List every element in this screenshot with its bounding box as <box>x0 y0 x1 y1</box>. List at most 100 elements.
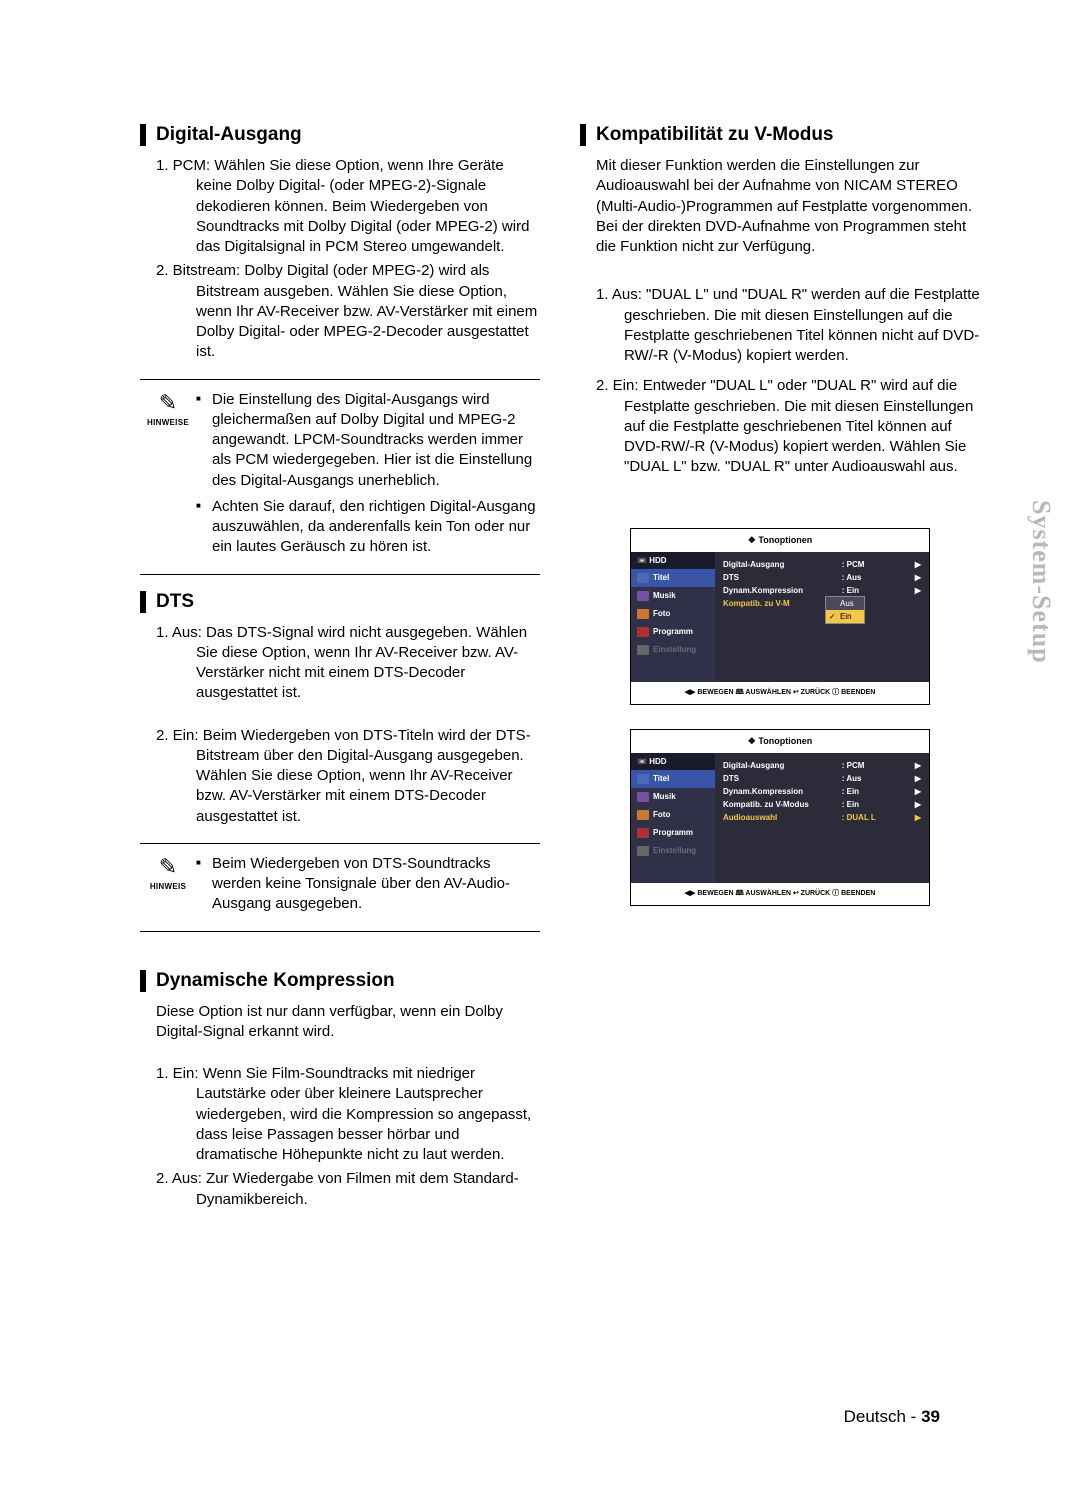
osd-main: Digital-Ausgang: PCM▶ DTS: Aus▶ Dynam.Ko… <box>715 753 929 883</box>
arrow-icon: ▶ <box>911 774 921 783</box>
gear-icon <box>637 645 649 655</box>
osd-row: Digital-Ausgang: PCM▶ <box>723 759 921 772</box>
page-number: 39 <box>921 1407 940 1426</box>
note-bullet: Die Einstellung des Digital-Ausgangs wir… <box>196 390 540 491</box>
heading-text: Digital-Ausgang <box>156 124 302 146</box>
osd-row: Dynam.Kompression: Ein▶ <box>723 584 921 597</box>
heading-bar <box>580 124 586 146</box>
osd-side-foto: Foto <box>631 806 715 824</box>
osd-side-einst: Einstellung <box>631 842 715 860</box>
note-icon-col: ✎ HINWEISE <box>140 390 196 564</box>
page-footer: Deutsch - 39 <box>844 1407 940 1427</box>
osd-dropdown: Aus Ein <box>825 596 865 624</box>
osd-menu-1: Tonoptionen 📼 HDD Titel Musik Foto Progr… <box>630 528 930 705</box>
musik-icon <box>637 792 649 802</box>
osd-row: DTS: Aus▶ <box>723 772 921 785</box>
heading-bar <box>140 591 146 613</box>
osd-footer: ◀▶ BEWEGEN 🕮 AUSWÄHLEN ↩ ZURÜCK ⓘ BEENDE… <box>631 883 929 905</box>
heading-digital-ausgang: Digital-Ausgang <box>140 124 540 146</box>
osd-side-hdd: 📼 HDD <box>631 552 715 569</box>
body-text: Mit dieser Funktion werden die Einstellu… <box>596 156 980 257</box>
page-content: Digital-Ausgang 1. PCM: Wählen Sie diese… <box>0 0 1080 1270</box>
note-label: HINWEISE <box>140 418 196 427</box>
osd-row-highlight: Kompatib. zu V-M <box>723 597 921 610</box>
arrow-icon: ▶ <box>911 560 921 569</box>
note-bullets: Beim Wiedergeben von DTS-Soundtracks wer… <box>196 854 540 921</box>
right-column: Kompatibilität zu V-Modus Mit dieser Fun… <box>580 120 980 1210</box>
programm-icon <box>637 627 649 637</box>
heading-bar <box>140 970 146 992</box>
musik-icon <box>637 591 649 601</box>
osd-row: Kompatib. zu V-Modus: Ein▶ <box>723 798 921 811</box>
osd-footer: ◀▶ BEWEGEN 🕮 AUSWÄHLEN ↩ ZURÜCK ⓘ BEENDE… <box>631 682 929 704</box>
list-item: 2. Ein: Entweder "DUAL L" oder "DUAL R" … <box>580 376 980 477</box>
spacer <box>140 948 540 966</box>
body-text: Diese Option ist nur dann verfügbar, wen… <box>156 1002 540 1043</box>
note-icon-col: ✎ HINWEIS <box>140 854 196 921</box>
spacer <box>580 257 980 275</box>
osd-side-titel: Titel <box>631 569 715 587</box>
osd-sidebar: 📼 HDD Titel Musik Foto Programm Einstell… <box>631 753 715 883</box>
note-icon: ✎ <box>140 854 196 880</box>
arrow-icon: ▶ <box>911 573 921 582</box>
note-bullets: Die Einstellung des Digital-Ausgangs wir… <box>196 390 540 564</box>
osd-title: Tonoptionen <box>631 529 929 552</box>
arrow-icon: ▶ <box>911 586 921 595</box>
osd-side-einst: Einstellung <box>631 641 715 659</box>
list-item: 1. PCM: Wählen Sie diese Option, wenn Ih… <box>140 156 540 257</box>
osd-body: 📼 HDD Titel Musik Foto Programm Einstell… <box>631 552 929 682</box>
list-item: 2. Ein: Beim Wiedergeben von DTS-Titeln … <box>140 726 540 827</box>
foto-icon <box>637 810 649 820</box>
osd-menu-2: Tonoptionen 📼 HDD Titel Musik Foto Progr… <box>630 729 930 906</box>
foto-icon <box>637 609 649 619</box>
programm-icon <box>637 828 649 838</box>
osd-option-selected: Ein <box>826 610 864 623</box>
arrow-icon: ▶ <box>911 787 921 796</box>
side-tab: System-Setup <box>1026 500 1056 664</box>
arrow-icon: ▶ <box>911 761 921 770</box>
osd-option: Aus <box>826 597 864 610</box>
list-item: 1. Aus: "DUAL L" und "DUAL R" werden auf… <box>580 285 980 366</box>
note-box: ✎ HINWEISE Die Einstellung des Digital-A… <box>140 379 540 575</box>
osd-main: Digital-Ausgang: PCM▶ DTS: Aus▶ Dynam.Ko… <box>715 552 929 682</box>
list-item: 2. Aus: Zur Wiedergabe von Filmen mit de… <box>140 1169 540 1210</box>
osd-side-titel: Titel <box>631 770 715 788</box>
osd-side-programm: Programm <box>631 623 715 641</box>
titel-icon <box>637 573 649 583</box>
list-item: 1. Aus: Das DTS-Signal wird nicht ausgeg… <box>140 623 540 704</box>
note-box: ✎ HINWEIS Beim Wiedergeben von DTS-Sound… <box>140 843 540 932</box>
footer-lang: Deutsch - <box>844 1407 921 1426</box>
heading-text: Kompatibilität zu V-Modus <box>596 124 834 146</box>
spacer <box>580 478 980 508</box>
note-bullet: Beim Wiedergeben von DTS-Soundtracks wer… <box>196 854 540 915</box>
note-icon: ✎ <box>140 390 196 416</box>
osd-side-hdd: 📼 HDD <box>631 753 715 770</box>
heading-text: Dynamische Kompression <box>156 970 395 992</box>
spacer <box>140 704 540 722</box>
osd-side-musik: Musik <box>631 788 715 806</box>
osd-body: 📼 HDD Titel Musik Foto Programm Einstell… <box>631 753 929 883</box>
osd-side-musik: Musik <box>631 587 715 605</box>
gear-icon <box>637 846 649 856</box>
arrow-icon: ▶ <box>911 813 921 822</box>
arrow-icon: ▶ <box>911 800 921 809</box>
heading-vmodus: Kompatibilität zu V-Modus <box>580 124 980 146</box>
osd-row: Dynam.Kompression: Ein▶ <box>723 785 921 798</box>
heading-dyn-kompression: Dynamische Kompression <box>140 970 540 992</box>
osd-side-foto: Foto <box>631 605 715 623</box>
osd-side-programm: Programm <box>631 824 715 842</box>
osd-row: Digital-Ausgang: PCM▶ <box>723 558 921 571</box>
note-bullet: Achten Sie darauf, den richtigen Digital… <box>196 497 540 558</box>
heading-text: DTS <box>156 591 194 613</box>
osd-title: Tonoptionen <box>631 730 929 753</box>
osd-row-highlight: Audioauswahl: DUAL L▶ <box>723 811 921 824</box>
heading-dts: DTS <box>140 591 540 613</box>
left-column: Digital-Ausgang 1. PCM: Wählen Sie diese… <box>140 120 540 1210</box>
note-label: HINWEIS <box>140 882 196 891</box>
list-item: 2. Bitstream: Dolby Digital (oder MPEG-2… <box>140 261 540 362</box>
osd-row: DTS: Aus▶ <box>723 571 921 584</box>
titel-icon <box>637 774 649 784</box>
heading-bar <box>140 124 146 146</box>
osd-sidebar: 📼 HDD Titel Musik Foto Programm Einstell… <box>631 552 715 682</box>
list-item: 1. Ein: Wenn Sie Film-Soundtracks mit ni… <box>140 1064 540 1165</box>
